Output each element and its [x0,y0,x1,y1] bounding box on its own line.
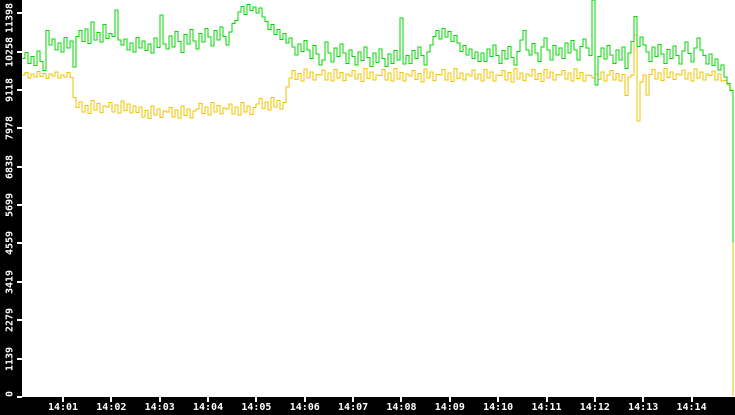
x-tick [303,397,306,402]
x-tick-label: 14:09 [434,402,465,413]
y-tick-label: 1139 [4,346,16,371]
x-tick [593,397,596,402]
y-tick-label: 6838 [4,154,16,179]
y-tick-label: 10258 [4,36,16,67]
x-tick-label: 14:07 [338,402,369,413]
x-tick-label: 14:13 [628,402,659,413]
y-axis [0,0,22,415]
y-tick-label: 4559 [4,231,16,256]
x-tick-label: 14:11 [531,402,562,413]
yellow-series-line [22,34,734,396]
x-tick [158,397,161,402]
y-tick [17,280,22,283]
y-tick [17,319,22,322]
x-tick-label: 14:14 [676,402,707,413]
x-tick-label: 14:02 [96,402,127,413]
y-tick [17,204,22,207]
chart-canvas [22,0,734,396]
y-tick-label: 9118 [4,77,16,103]
y-tick-label: 3419 [4,269,16,294]
y-tick [17,88,22,91]
y-tick-label: 2279 [4,308,16,333]
x-tick-label: 14:04 [192,402,224,413]
x-tick-label: 14:08 [386,402,417,413]
x-tick [62,397,64,402]
y-tick [17,165,22,168]
y-tick-label: 11398 [4,2,16,34]
x-tick-label: 14:05 [241,402,272,413]
y-tick [17,396,22,398]
y-tick [17,50,22,53]
y-tick [17,127,22,130]
y-tick [17,12,22,15]
green-series-line [22,0,734,244]
y-tick [17,242,22,245]
x-tick-label: 14:12 [579,402,610,413]
x-tick [545,397,548,402]
x-tick [448,397,451,402]
y-tick-label: 7978 [4,116,16,141]
x-tick [690,397,693,402]
x-tick [110,397,113,402]
x-axis [0,397,735,415]
x-tick-label: 14:01 [47,402,79,413]
x-tick-label: 14:10 [483,402,514,413]
x-tick [400,397,403,402]
y-tick-label: 0 [4,390,16,398]
x-tick-label: 14:03 [144,402,175,413]
x-tick [497,397,500,402]
x-tick [255,397,258,402]
x-tick-label: 14:06 [289,402,320,413]
y-tick [17,357,22,360]
x-tick [207,397,210,402]
y-tick-label: 5699 [4,193,16,218]
x-tick [352,397,355,402]
x-tick [642,397,645,402]
plot-area [22,0,735,397]
